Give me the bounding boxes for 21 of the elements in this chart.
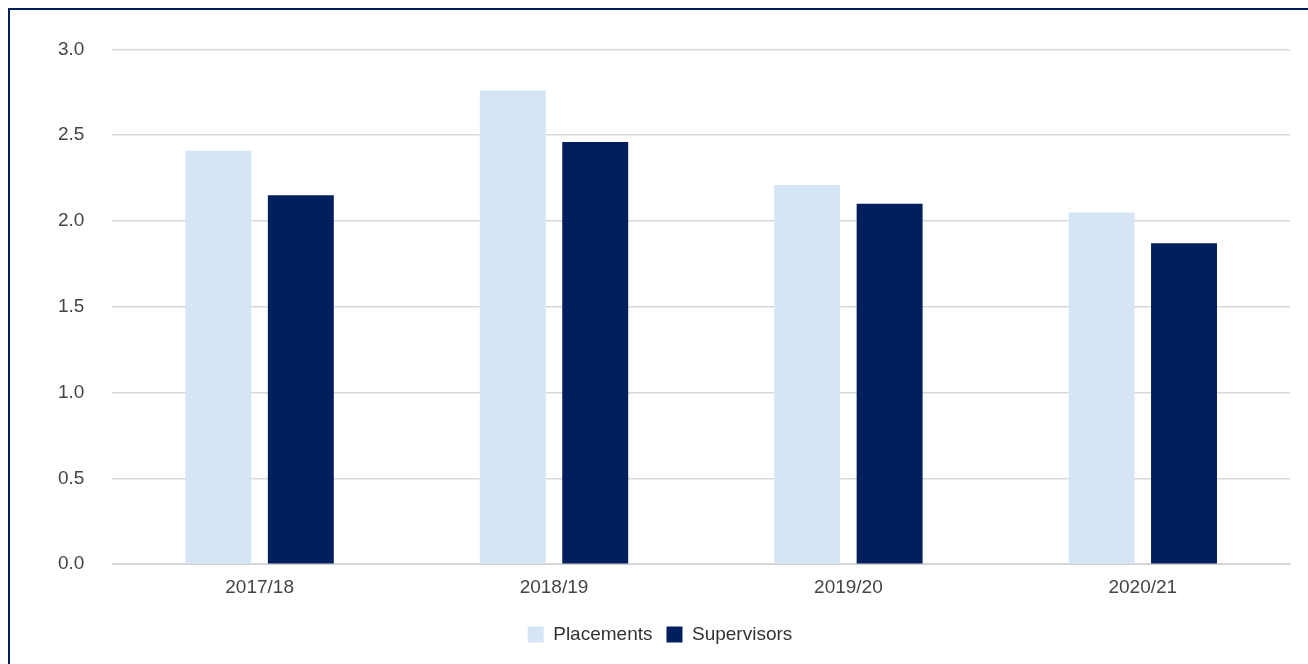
bar xyxy=(562,142,629,564)
y-tick-label: 0.0 xyxy=(57,552,85,574)
bar xyxy=(479,90,546,564)
bar xyxy=(774,184,841,564)
x-tick-label: 2019/20 xyxy=(814,575,883,597)
bar xyxy=(1151,243,1217,564)
legend-label: Supervisors xyxy=(691,622,793,644)
x-tick-label: 2018/19 xyxy=(519,575,589,597)
y-tick-label: 3.0 xyxy=(57,37,85,59)
y-tick-label: 1.0 xyxy=(57,380,85,402)
bar xyxy=(267,195,334,564)
y-tick-label: 2.0 xyxy=(57,209,85,231)
x-tick-label: 2017/18 xyxy=(225,575,294,597)
y-tick-label: 1.5 xyxy=(57,295,85,317)
bar xyxy=(1068,212,1135,564)
y-tick-label: 0.5 xyxy=(57,466,85,488)
bar xyxy=(185,150,252,564)
y-tick-label: 2.5 xyxy=(57,123,85,145)
x-tick-label: 2020/21 xyxy=(1108,575,1178,597)
legend-label: Placements xyxy=(553,622,653,644)
bar xyxy=(856,203,923,564)
